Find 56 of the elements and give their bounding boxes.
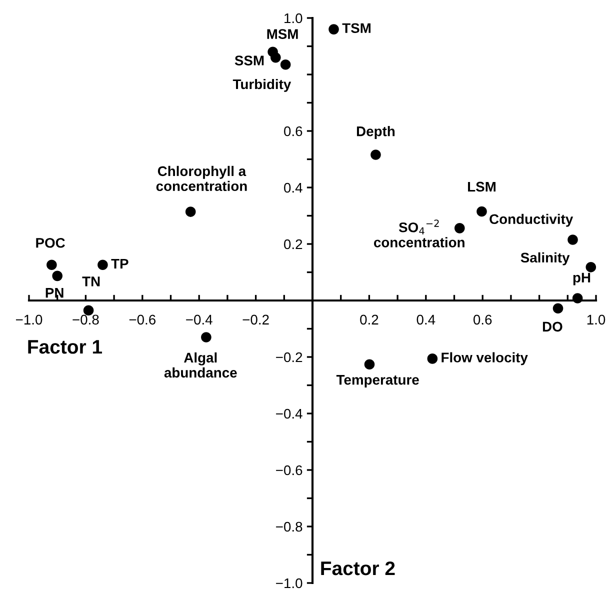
point [552, 303, 564, 314]
point [427, 354, 438, 364]
y-tick-label: 0.6 [284, 126, 302, 136]
point [280, 59, 291, 70]
y-tick-label: −1.0 [276, 578, 302, 588]
y-tick-label: −0.2 [276, 352, 302, 362]
point [568, 234, 578, 245]
annotation: DO [542, 322, 562, 332]
x-tick-label: −0.8 [72, 314, 99, 325]
x-tick-label: 1.0 [587, 314, 606, 325]
point [328, 24, 339, 34]
annotation: SSM [234, 56, 264, 66]
x-tick-label: 0.4 [416, 314, 436, 325]
y-axis-title: Factor 2 [321, 561, 395, 576]
x-axis-title: Factor 1 [28, 340, 102, 354]
x-tick-label: 0.6 [473, 314, 492, 325]
x-tick-label: −0.4 [186, 314, 212, 325]
annotation: PN [46, 288, 64, 298]
annotation: Depth [356, 126, 395, 139]
point [46, 260, 57, 270]
annotation: TN [82, 276, 100, 286]
y-tick-label: 0.4 [284, 182, 302, 193]
y-tick-label: 0.2 [284, 239, 302, 250]
annotation: LSM [468, 182, 496, 192]
annotation: pH [573, 272, 590, 286]
annotation: TP [111, 258, 128, 268]
point [270, 52, 281, 63]
x-tick-label: −1.0 [16, 314, 42, 325]
x-tick-label: −0.6 [129, 314, 156, 325]
annotation: Conductivity [490, 214, 574, 227]
x-tick-label: −0.2 [242, 314, 269, 325]
annotation: SO$_{4}$$^{−2}$ concentration [374, 220, 464, 248]
point [201, 332, 212, 342]
y-tick-label: 1.0 [284, 13, 302, 24]
point [364, 359, 375, 370]
annotation: Algal abundance [164, 352, 237, 378]
point [586, 262, 596, 272]
y-tick-label: −0.6 [276, 465, 302, 476]
annotation: MSM [267, 29, 298, 39]
point [454, 223, 465, 234]
y-tick-label: −0.4 [276, 408, 302, 419]
point [185, 206, 196, 217]
annotation: Temperature [336, 375, 419, 388]
annotation: Chlorophyll a concentration [156, 166, 247, 192]
point [52, 270, 62, 282]
point [370, 150, 381, 160]
point [476, 206, 487, 217]
annotation: TSM [342, 23, 370, 34]
y-tick-label: −0.8 [276, 522, 302, 532]
annotation: Flow velocity [442, 352, 528, 366]
annotation: POC [36, 238, 65, 248]
annotation: Turbidity [232, 78, 292, 92]
x-tick-label: 0.2 [360, 314, 378, 325]
point [98, 260, 108, 270]
annotation: Salinity [520, 252, 570, 266]
point [572, 293, 583, 304]
